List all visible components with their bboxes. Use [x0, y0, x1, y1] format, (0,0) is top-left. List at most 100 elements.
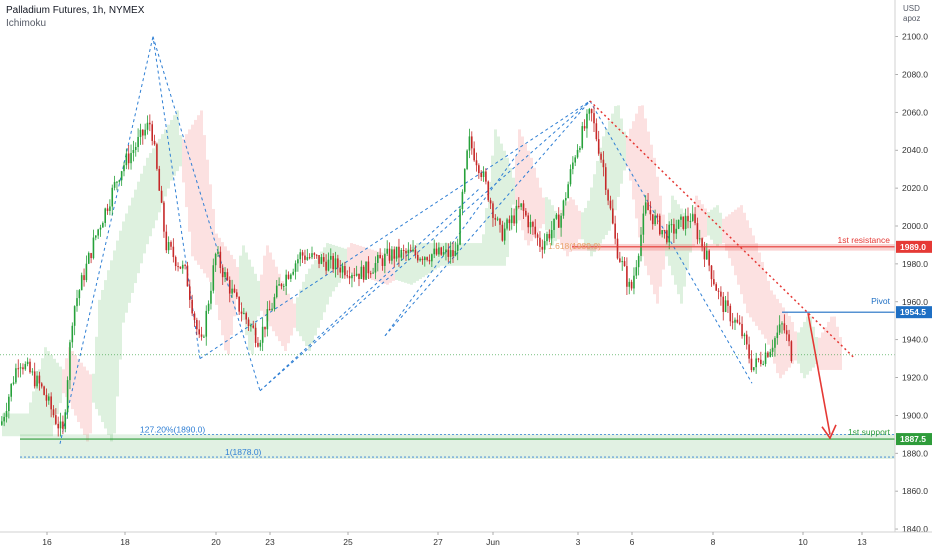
candle-body [597, 139, 600, 154]
candle-body [466, 150, 468, 170]
candle-body [438, 247, 440, 255]
pattern-leg [59, 36, 154, 444]
cloud-segment [74, 354, 77, 416]
cloud-segment [380, 252, 383, 283]
candle-body [522, 203, 525, 211]
candle-body [297, 259, 299, 264]
cloud-segment [359, 245, 362, 277]
candle-body [250, 325, 252, 327]
x-tick-label: 16 [42, 537, 52, 547]
candle-body [62, 421, 64, 429]
cloud-segment [443, 243, 446, 266]
candle-body [384, 253, 386, 266]
candle-body [275, 285, 278, 298]
cloud-segment [770, 290, 773, 355]
candle-body [306, 257, 309, 260]
candle-body [562, 200, 565, 216]
y-tick-label: 1920.0 [902, 373, 928, 383]
candle-body [212, 265, 215, 291]
candle-body [125, 153, 128, 166]
candle-body [656, 215, 659, 217]
cloud-segment [671, 195, 674, 276]
cloud-segment [743, 212, 746, 304]
candle-body [257, 342, 259, 347]
y-tick-label: 1940.0 [902, 335, 928, 345]
candle-body [753, 367, 755, 371]
cloud-segment [632, 121, 635, 200]
cloud-segment [800, 327, 803, 374]
cloud-segment [77, 358, 80, 423]
cloud-segment [815, 336, 818, 365]
cloud-segment [731, 211, 734, 266]
candle-body [315, 254, 318, 256]
cloud-segment [704, 208, 707, 237]
candle-body [593, 113, 595, 124]
cloud-segment [239, 255, 242, 305]
candle-body [482, 171, 485, 177]
cloud-segment [347, 247, 350, 273]
cloud-segment [659, 195, 662, 287]
cloud-segment [773, 294, 776, 364]
candle-body [294, 263, 297, 272]
cloud-segment [8, 413, 11, 437]
cloud-segment [464, 243, 467, 266]
candle-body [24, 364, 27, 370]
candle-body [555, 214, 558, 219]
cloud-segment [326, 243, 329, 305]
candle-body [452, 250, 454, 257]
candle-body [750, 358, 753, 371]
candle-body [99, 227, 102, 230]
candle-body [165, 231, 168, 251]
candle-body [778, 324, 781, 333]
candle-body [694, 214, 696, 224]
candle-body [736, 319, 739, 323]
cloud-segment [533, 167, 536, 237]
candle-body [574, 157, 576, 163]
y-tick-label: 1960.0 [902, 297, 928, 307]
candle-body [520, 203, 522, 207]
cloud-segment [527, 150, 530, 246]
candle-body [767, 352, 769, 357]
candle-body [149, 122, 151, 125]
candle-body [731, 321, 734, 323]
cloud-segment [71, 351, 74, 410]
candle-body [762, 363, 764, 365]
candle-body [226, 272, 229, 280]
candle-body [428, 259, 431, 262]
candle-body [501, 224, 504, 241]
cloud-segment [11, 413, 14, 437]
cloud-segment [575, 205, 578, 244]
candle-body [55, 415, 57, 424]
candle-body [654, 215, 656, 225]
cloud-segment [611, 113, 614, 224]
candle-body [489, 200, 492, 204]
candle-body [675, 228, 678, 234]
candle-body [576, 149, 579, 158]
level-badge [896, 240, 932, 253]
cloud-segment [470, 243, 473, 266]
candle-body [442, 252, 445, 255]
candle-body [102, 222, 104, 228]
candle-body [619, 258, 621, 262]
cloud-segment [662, 214, 665, 270]
candle-body [703, 247, 706, 260]
cloud-segment [608, 121, 611, 231]
cloud-segment [791, 321, 794, 365]
candle-body [701, 238, 703, 248]
cloud-segment [128, 205, 131, 303]
candle-body [179, 266, 182, 269]
cloud-segment [503, 150, 506, 266]
candle-body [341, 266, 344, 273]
cloud-segment [404, 250, 407, 283]
candle-body [595, 123, 598, 140]
candle-body [720, 291, 722, 297]
candle-body [644, 202, 647, 214]
candle-body [57, 423, 59, 429]
cloud-segment [269, 252, 272, 327]
cloud-segment [209, 184, 212, 282]
x-tick-label: 10 [798, 537, 808, 547]
x-tick-label: 23 [265, 537, 275, 547]
candle-body [680, 216, 682, 220]
candle-body [741, 323, 743, 337]
